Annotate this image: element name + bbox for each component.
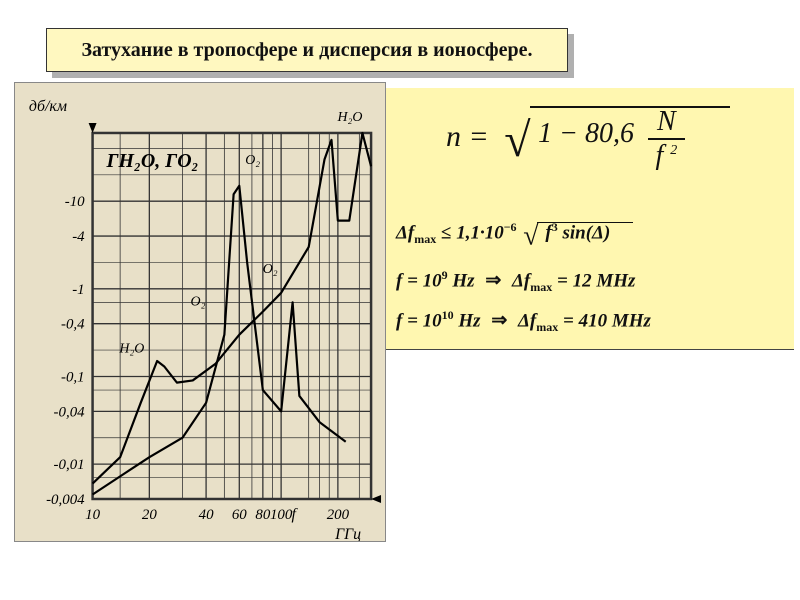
svg-text:-0,004: -0,004 — [46, 492, 85, 508]
r2-df: Δf — [512, 270, 530, 291]
svg-text:H₂O: H₂O — [336, 110, 362, 125]
svg-text:ГГц: ГГц — [334, 526, 361, 541]
r1-fbase: f — [543, 222, 551, 243]
svg-text:f: f — [292, 506, 299, 523]
chart-svg: 10 20 40 60 80100 200 -10 -4 -1 -0,4 -0,1 -0,04 -0,0… — [15, 83, 385, 541]
svg-text:O₂: O₂ — [263, 262, 278, 277]
r2-sub: max — [530, 280, 552, 294]
svg-text:-0,1: -0,1 — [61, 369, 85, 385]
den-exp: 2 — [670, 143, 677, 158]
r1-df: Δf — [396, 222, 414, 243]
svg-text:-10: -10 — [65, 194, 85, 210]
svg-text:H₂O: H₂O — [118, 341, 144, 356]
svg-text:дб/км: дб/км — [29, 98, 67, 115]
r2-arrow: ⇒ — [485, 270, 501, 291]
svg-text:-4: -4 — [72, 229, 85, 245]
svg-text:20: 20 — [142, 507, 157, 523]
r3-arrow: ⇒ — [491, 310, 507, 331]
formula-row-1: Δfmax ≤ 1,1·10−6 √ f3 sin(Δ) — [396, 220, 610, 252]
r2-exp: 9 — [442, 268, 448, 282]
r2-unit: Hz — [452, 270, 474, 291]
r2-lhs: f = 10 — [396, 270, 442, 291]
main-fraction: N f 2 — [648, 106, 686, 172]
sqrt-symbol: √ — [504, 114, 530, 167]
formula-row-2: f = 109 Hz ⇒ Δfmax = 12 MHz — [396, 268, 635, 295]
attenuation-chart: 10 20 40 60 80100 200 -10 -4 -1 -0,4 -0,1 -0,04 -0,0… — [14, 82, 386, 542]
r2-eq: = 12 — [557, 270, 592, 291]
svg-text:200: 200 — [327, 507, 350, 523]
svg-text:ГH₂O, ГO₂: ГH₂O, ГO₂ — [106, 150, 199, 172]
svg-text:40: 40 — [199, 507, 214, 523]
formula-main: n = √ 1 − 80,6 N f 2 — [446, 106, 685, 172]
svg-text:-0,4: -0,4 — [61, 317, 85, 333]
svg-text:100: 100 — [270, 507, 293, 523]
r3-exp: 10 — [442, 308, 454, 322]
formula-row-3: f = 1010 Hz ⇒ Δfmax = 410 MHz — [396, 308, 651, 335]
r1-op: ≤ — [441, 222, 451, 243]
svg-text:-0,01: -0,01 — [54, 457, 85, 473]
svg-text:O₂: O₂ — [245, 153, 260, 168]
formula-panel: n = √ 1 − 80,6 N f 2 Δfmax ≤ 1,1·10−6 √ … — [386, 88, 794, 350]
r1-coeff: 1,1·10 — [456, 222, 504, 243]
svg-text:80: 80 — [255, 507, 270, 523]
svg-text:-0,04: -0,04 — [54, 404, 86, 420]
svg-text:60: 60 — [232, 507, 247, 523]
main-lhs: n = — [446, 120, 489, 153]
frac-num: N — [648, 106, 686, 140]
r3-lhs: f = 10 — [396, 310, 442, 331]
title-text: Затухание в тропосфере и дисперсия в ион… — [81, 39, 532, 62]
sqrt-vinculum — [530, 106, 730, 108]
r1-sqrt: √ f3 sin(Δ) — [523, 220, 610, 252]
svg-text:-1: -1 — [72, 282, 84, 298]
r3-df: Δf — [518, 310, 536, 331]
r1-exp1: −6 — [504, 220, 517, 234]
svg-text:O₂: O₂ — [191, 295, 206, 310]
r1-sub: max — [414, 232, 436, 246]
svg-text:10: 10 — [85, 507, 100, 523]
main-coeff: 1 − 80,6 — [538, 118, 634, 149]
den-base: f — [656, 140, 664, 171]
r3-eq: = 410 — [563, 310, 607, 331]
r3-sub: max — [536, 320, 558, 334]
r3-unit: Hz — [458, 310, 480, 331]
r3-unit2: MHz — [612, 310, 651, 331]
r1-trig: sin(Δ) — [562, 222, 610, 243]
r2-unit2: MHz — [596, 270, 635, 291]
frac-den: f 2 — [648, 140, 686, 172]
title-box: Затухание в тропосфере и дисперсия в ион… — [46, 28, 568, 72]
